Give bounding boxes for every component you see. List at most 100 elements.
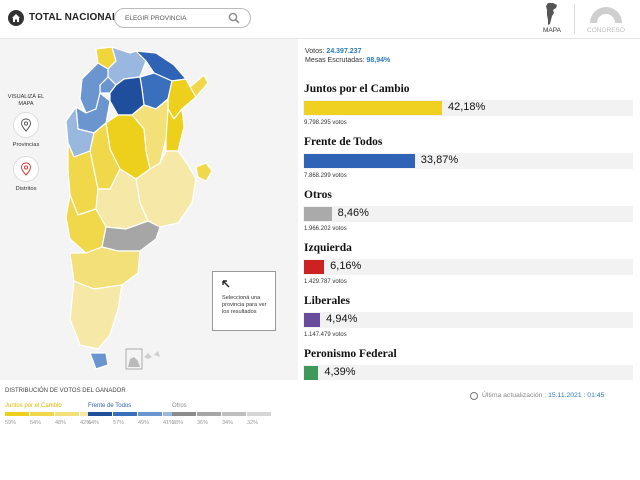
party-name: Frente de Todos: [304, 136, 383, 148]
legend-swatch: [172, 412, 196, 416]
province-catamarca[interactable]: [79, 62, 109, 114]
result-percentage: 42,18%: [448, 101, 486, 113]
tables-value: 98,94%: [366, 57, 391, 64]
result-row[interactable]: Liberales 4,94% 1.147.479 votos: [303, 290, 633, 343]
legend-swatch: [197, 412, 221, 416]
district-caba[interactable]: [195, 162, 213, 182]
result-bar-track: [303, 312, 633, 328]
districts-view-button[interactable]: [13, 156, 39, 182]
result-bar: [304, 313, 321, 327]
legend-step-label: 32%: [247, 420, 259, 426]
result-percentage: 8,46%: [337, 207, 369, 219]
votes-label: Votos:: [305, 48, 325, 55]
result-bar: [304, 366, 319, 380]
legend-step-label: 54%: [30, 420, 42, 426]
result-percentage: 4,94%: [326, 313, 358, 325]
provinces-view-button[interactable]: [13, 112, 39, 138]
chevron-right-icon: ›: [100, 10, 104, 24]
party-name: Izquierda: [304, 242, 352, 254]
antarctica-inset: [125, 348, 143, 370]
winner-vote-legend: DISTRIBUCIÓN DE VOTOS DEL GANADOR Juntos…: [0, 381, 640, 429]
party-name: Peronismo Federal: [304, 348, 397, 360]
last-update-value: 15.11.2021 : 01:45: [548, 392, 605, 399]
result-bar: [304, 260, 325, 274]
province-santa-cruz[interactable]: [69, 280, 123, 350]
result-bar: [304, 207, 332, 221]
clock-icon: [470, 392, 478, 400]
legend-swatch: [5, 412, 29, 416]
result-bar-track: [303, 206, 633, 222]
result-votes: 1.966.202 votos: [304, 226, 347, 232]
visualize-map-label: VISUALIZÁ EL MAPA: [7, 94, 45, 107]
legend-step-label: 41%: [163, 420, 175, 426]
tab-congress-label: CONGRESO: [587, 27, 625, 34]
legend-step-label: 38%: [172, 420, 184, 426]
antarctica-shape: [128, 357, 140, 367]
province-entre-rios[interactable]: [165, 108, 185, 152]
result-bar: [304, 154, 415, 168]
legend-swatch: [88, 412, 112, 416]
argentina-map-icon: [546, 3, 557, 25]
result-row[interactable]: Juntos por el Cambio 42,18% 9.798.295 vo…: [303, 78, 633, 131]
legend-group-name: Frente de Todos: [88, 403, 132, 409]
legend-step-label: 48%: [55, 420, 67, 426]
tab-congress[interactable]: CONGRESO: [582, 0, 630, 38]
province-search[interactable]: [114, 8, 251, 28]
result-row[interactable]: Otros 8,46% 1.966.202 votos: [303, 184, 633, 237]
map-pin-icon: [20, 118, 32, 132]
province-search-input[interactable]: [125, 12, 225, 24]
result-bar-track: [303, 153, 633, 169]
legend-group: Juntos por el Cambio 59% 54% 48% 42%: [5, 403, 104, 426]
result-votes: 1.429.787 votos: [304, 279, 347, 285]
result-votes: 9.798.295 votos: [304, 120, 347, 126]
result-bar-track: [303, 259, 633, 275]
legend-group: Frente de Todos 64% 57% 49% 41%: [88, 403, 187, 426]
tables-label: Mesas Escrutadas:: [305, 57, 365, 64]
legend-group: Otros 38% 36% 34% 32%: [172, 403, 271, 426]
legend-swatch: [30, 412, 54, 416]
tooltip-text: Seleccioná una provincia para ver los re…: [222, 295, 267, 315]
legend-group-name: Juntos por el Cambio: [5, 403, 62, 409]
province-chubut[interactable]: [69, 246, 141, 290]
national-total-link[interactable]: TOTAL NACIONAL: [29, 12, 119, 23]
legend-step-label: 64%: [88, 420, 100, 426]
result-votes: 1.147.479 votos: [304, 332, 347, 338]
count-summary: Votos: 24.397.237 Mesas Escrutadas: 98,9…: [305, 47, 390, 65]
result-votes: 7.868.299 votos: [304, 173, 347, 179]
province-tierra-del-fuego[interactable]: [89, 352, 109, 370]
legend-step-label: 57%: [113, 420, 125, 426]
legend-swatch: [113, 412, 137, 416]
argentina-map[interactable]: [56, 39, 296, 379]
home-icon[interactable]: [8, 10, 24, 26]
legend-step-label: 42%: [80, 420, 92, 426]
provinces-view-label: Provincias: [12, 142, 40, 148]
hemicycle-icon: [590, 7, 622, 23]
result-percentage: 4,39%: [324, 366, 356, 378]
party-name: Juntos por el Cambio: [304, 83, 410, 95]
result-row[interactable]: Izquierda 6,16% 1.429.787 votos: [303, 237, 633, 290]
legend-step-label: 59%: [5, 420, 17, 426]
result-bar-track: [303, 100, 633, 116]
results-list[interactable]: Juntos por el Cambio 42,18% 9.798.295 vo…: [303, 78, 633, 380]
legend-group-name: Otros: [172, 403, 187, 409]
last-update: Última actualización : 15.11.2021 : 01:4…: [482, 392, 604, 399]
legend-swatch: [247, 412, 271, 416]
tab-map-label: MAPA: [543, 27, 561, 34]
legend-title: DISTRIBUCIÓN DE VOTOS DEL GANADOR: [5, 388, 126, 394]
last-update-label: Última actualización :: [482, 392, 547, 399]
result-row[interactable]: Peronismo Federal 4,39%: [303, 343, 633, 380]
tab-map[interactable]: MAPA: [534, 0, 570, 38]
result-row[interactable]: Frente de Todos 33,87% 7.868.299 votos: [303, 131, 633, 184]
legend-step-label: 36%: [197, 420, 209, 426]
select-province-tooltip: Seleccioná una provincia para ver los re…: [212, 271, 276, 331]
result-percentage: 33,87%: [420, 154, 459, 166]
islas-malvinas: [144, 351, 160, 359]
legend-step-label: 34%: [222, 420, 234, 426]
legend-swatch: [222, 412, 246, 416]
legend-swatch: [138, 412, 162, 416]
result-bar-track: [303, 365, 633, 380]
districts-view-label: Distritos: [15, 186, 37, 192]
search-icon[interactable]: [228, 12, 240, 24]
legend-swatch: [55, 412, 79, 416]
tab-divider: [574, 4, 575, 34]
